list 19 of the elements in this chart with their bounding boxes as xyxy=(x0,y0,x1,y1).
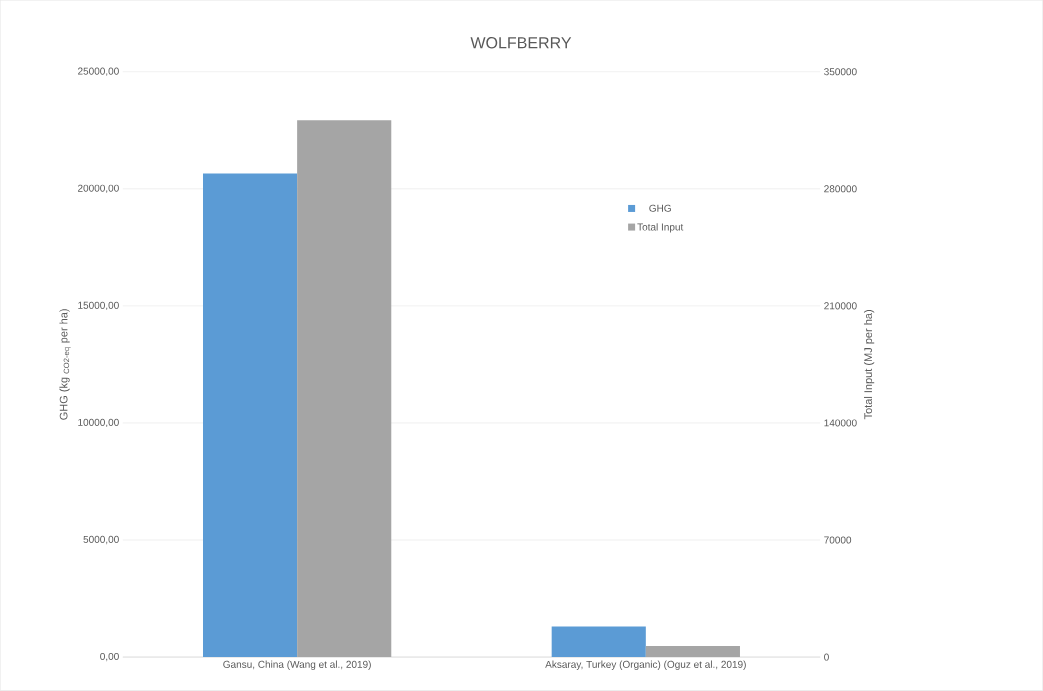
y2-tick-label: 210000 xyxy=(824,302,857,310)
y-tick-label: 10000,00 xyxy=(78,418,119,428)
y2-axis-title: Total Input (MJ per ha) xyxy=(863,310,875,420)
y-tick-label: 15000,00 xyxy=(78,301,119,311)
x-tick-label: Aksaray, Turkey (Organic) (Oguz et al., 2019) xyxy=(545,660,746,671)
legend-label: Total Input xyxy=(637,223,684,233)
y-axis-title: GHG (kg $_{CO2-eq}$ per ha) xyxy=(59,309,71,420)
x-tick-label: Gansu, China (Wang et al., 2019) xyxy=(223,660,371,671)
y2-tick-label: 140000 xyxy=(824,419,857,427)
y-tick-label: 25000,00 xyxy=(78,67,119,76)
y2-tick-label: 280000 xyxy=(824,185,857,193)
y2-tick-label: 70000 xyxy=(824,536,852,544)
y2-tick-label: 350000 xyxy=(824,68,857,76)
chart-title: WOLFBERRY xyxy=(470,37,572,49)
y-tick-label: 20000,00 xyxy=(78,184,119,194)
y-tick-label: 5000,00 xyxy=(83,535,119,545)
legend-label: GHG xyxy=(649,204,671,212)
y2-tick-label: 0 xyxy=(824,653,829,661)
y-tick-label: 0,00 xyxy=(100,653,119,662)
